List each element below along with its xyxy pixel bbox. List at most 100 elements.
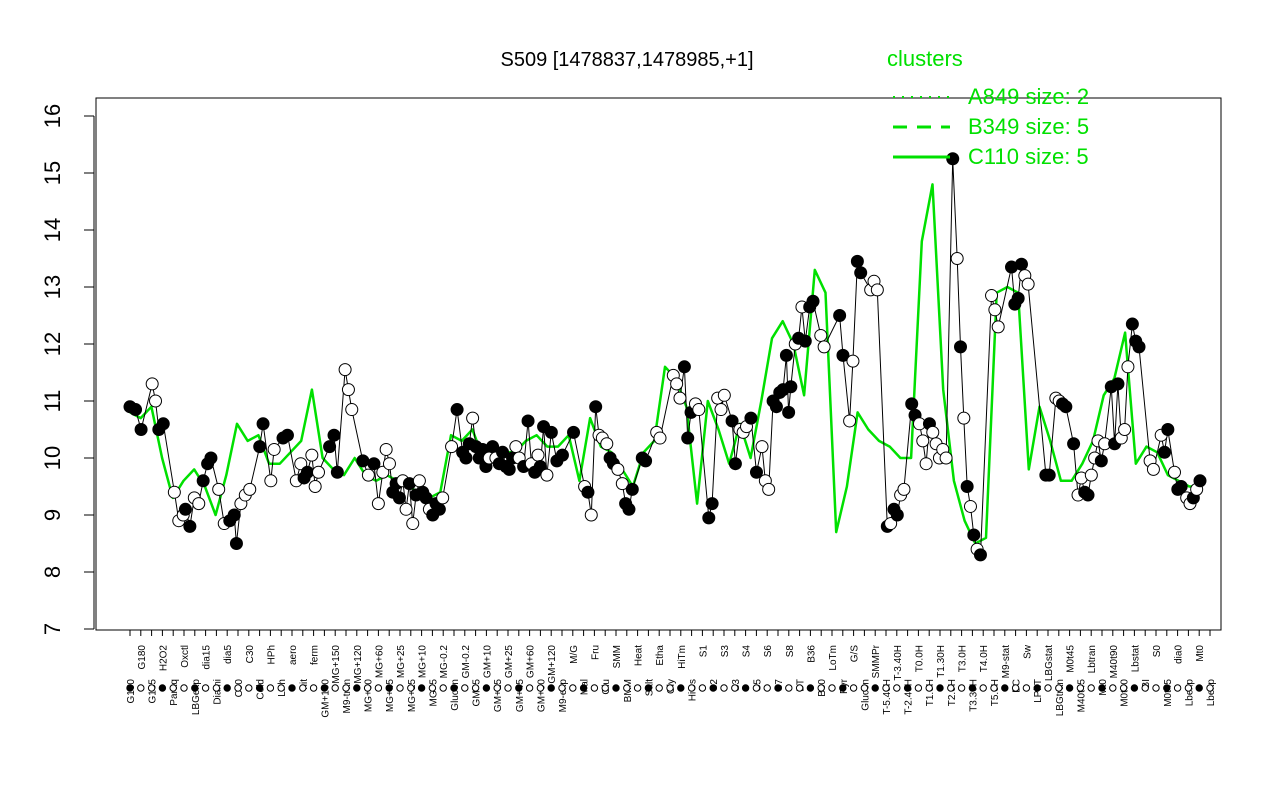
- x-rug-mark: [947, 684, 955, 692]
- x-tick-label: MG+25: [396, 645, 407, 679]
- expression-line: [129, 158, 1201, 557]
- x-tick-label: LoTm: [828, 645, 839, 671]
- cluster-line: [129, 183, 1200, 545]
- data-point: [681, 431, 695, 445]
- data-point: [392, 491, 406, 505]
- x-tick-label: dia0: [1174, 645, 1185, 664]
- x-tick-label: GM+45: [515, 679, 526, 713]
- x-rug-mark: [601, 684, 609, 692]
- x-rug-mark: [255, 684, 264, 692]
- x-tick-label: T5.0H: [990, 679, 1001, 706]
- x-rug-mark: [245, 684, 253, 692]
- x-tick-label: S8: [785, 645, 796, 658]
- x-rug-mark: [1087, 684, 1095, 692]
- x-rug-mark: [234, 684, 242, 692]
- data-point: [436, 491, 450, 505]
- data-point: [589, 400, 603, 414]
- legend-label-a849: A849 size: 2: [968, 84, 1089, 109]
- data-point: [192, 497, 206, 511]
- data-point: [178, 502, 192, 516]
- x-tick-label: Oxctl: [180, 645, 191, 668]
- y-tick-label: 13: [40, 275, 65, 299]
- data-point: [311, 465, 325, 479]
- x-tick-label: Sw: [1022, 644, 1033, 659]
- data-point: [581, 485, 595, 499]
- x-rug-mark: [633, 684, 642, 692]
- x-rug-mark: [504, 684, 512, 692]
- data-point: [450, 403, 464, 417]
- x-tick-label: G180: [137, 645, 148, 670]
- x-tick-label: T4.0H: [979, 645, 990, 672]
- data-point: [728, 457, 742, 471]
- x-rug-mark: [363, 684, 372, 692]
- data-point: [149, 394, 163, 408]
- x-tick-label: GM+150: [320, 679, 331, 718]
- x-tick-label: GM+90: [536, 679, 547, 713]
- x-tick-label: Heat: [634, 645, 645, 666]
- x-tick-label: M0t45: [1163, 679, 1174, 707]
- x-tick-label: M/G: [569, 645, 580, 664]
- x-tick-label: M40t45: [1076, 679, 1087, 713]
- x-rug-mark: [1173, 684, 1182, 692]
- x-tick-label: Fru: [590, 645, 601, 660]
- x-tick-label: Diami: [212, 679, 223, 705]
- x-rug-mark: [428, 684, 437, 692]
- x-tick-label: H2O2: [158, 645, 169, 672]
- x-tick-label: HiTm: [677, 645, 688, 669]
- x-rug-mark: [871, 684, 879, 692]
- y-tick-label: 9: [40, 509, 65, 521]
- x-rug-mark: [471, 684, 480, 692]
- data-point: [167, 485, 181, 499]
- plot-frame: [95, 97, 1222, 631]
- x-rug-mark: [990, 684, 998, 692]
- x-rug-mark: [450, 684, 458, 692]
- x-tick-label: S1: [698, 645, 709, 658]
- data-point: [714, 403, 728, 417]
- x-rug-mark: [763, 684, 771, 692]
- x-rug-mark: [1065, 684, 1074, 692]
- x-tick-label: GM+120: [547, 645, 558, 684]
- data-point: [253, 440, 267, 454]
- y-tick-label: 16: [40, 104, 65, 128]
- x-rug-mark: [1206, 684, 1214, 692]
- x-rug-mark: [493, 684, 501, 692]
- x-rug-mark: [709, 684, 717, 692]
- x-tick-label: T2.0H: [947, 679, 958, 706]
- data-point: [367, 457, 381, 471]
- chart-title: S509 [1478837,1478985,+1]: [500, 49, 753, 71]
- x-tick-label: GM+25: [504, 645, 515, 679]
- data-point: [782, 405, 796, 419]
- x-rug-mark: [1152, 684, 1160, 692]
- data-point: [212, 482, 226, 496]
- x-rug-mark: [277, 684, 285, 692]
- data-point: [744, 411, 758, 425]
- x-tick-label: M9-stat: [1001, 645, 1012, 679]
- data-point: [459, 451, 473, 465]
- data-point: [371, 497, 385, 511]
- x-tick-label: GM+15: [493, 679, 504, 713]
- x-rug-mark: [374, 684, 383, 692]
- x-rug-mark: [893, 684, 901, 692]
- data-point: [1132, 340, 1146, 354]
- x-rug-mark: [1184, 684, 1193, 692]
- x-rug-mark: [1109, 684, 1117, 692]
- data-point: [308, 480, 322, 493]
- x-rug-mark: [925, 684, 933, 692]
- x-rug-mark: [547, 684, 555, 692]
- x-rug-mark: [169, 684, 177, 692]
- x-tick-label: MG-0.2: [439, 645, 450, 679]
- x-rug-mark: [741, 684, 750, 692]
- x-rug-mark: [385, 684, 393, 692]
- y-tick-label: 14: [40, 218, 65, 242]
- data-point: [953, 340, 967, 354]
- x-rug-mark: [677, 684, 685, 692]
- data-point: [406, 517, 420, 531]
- x-rug-mark: [720, 684, 728, 692]
- data-point: [1067, 437, 1081, 451]
- data-point: [749, 465, 763, 479]
- x-tick-label: GM+10: [482, 645, 493, 679]
- x-tick-label: B36: [806, 645, 817, 663]
- x-rug-mark: [1055, 684, 1063, 692]
- data-point: [356, 454, 370, 468]
